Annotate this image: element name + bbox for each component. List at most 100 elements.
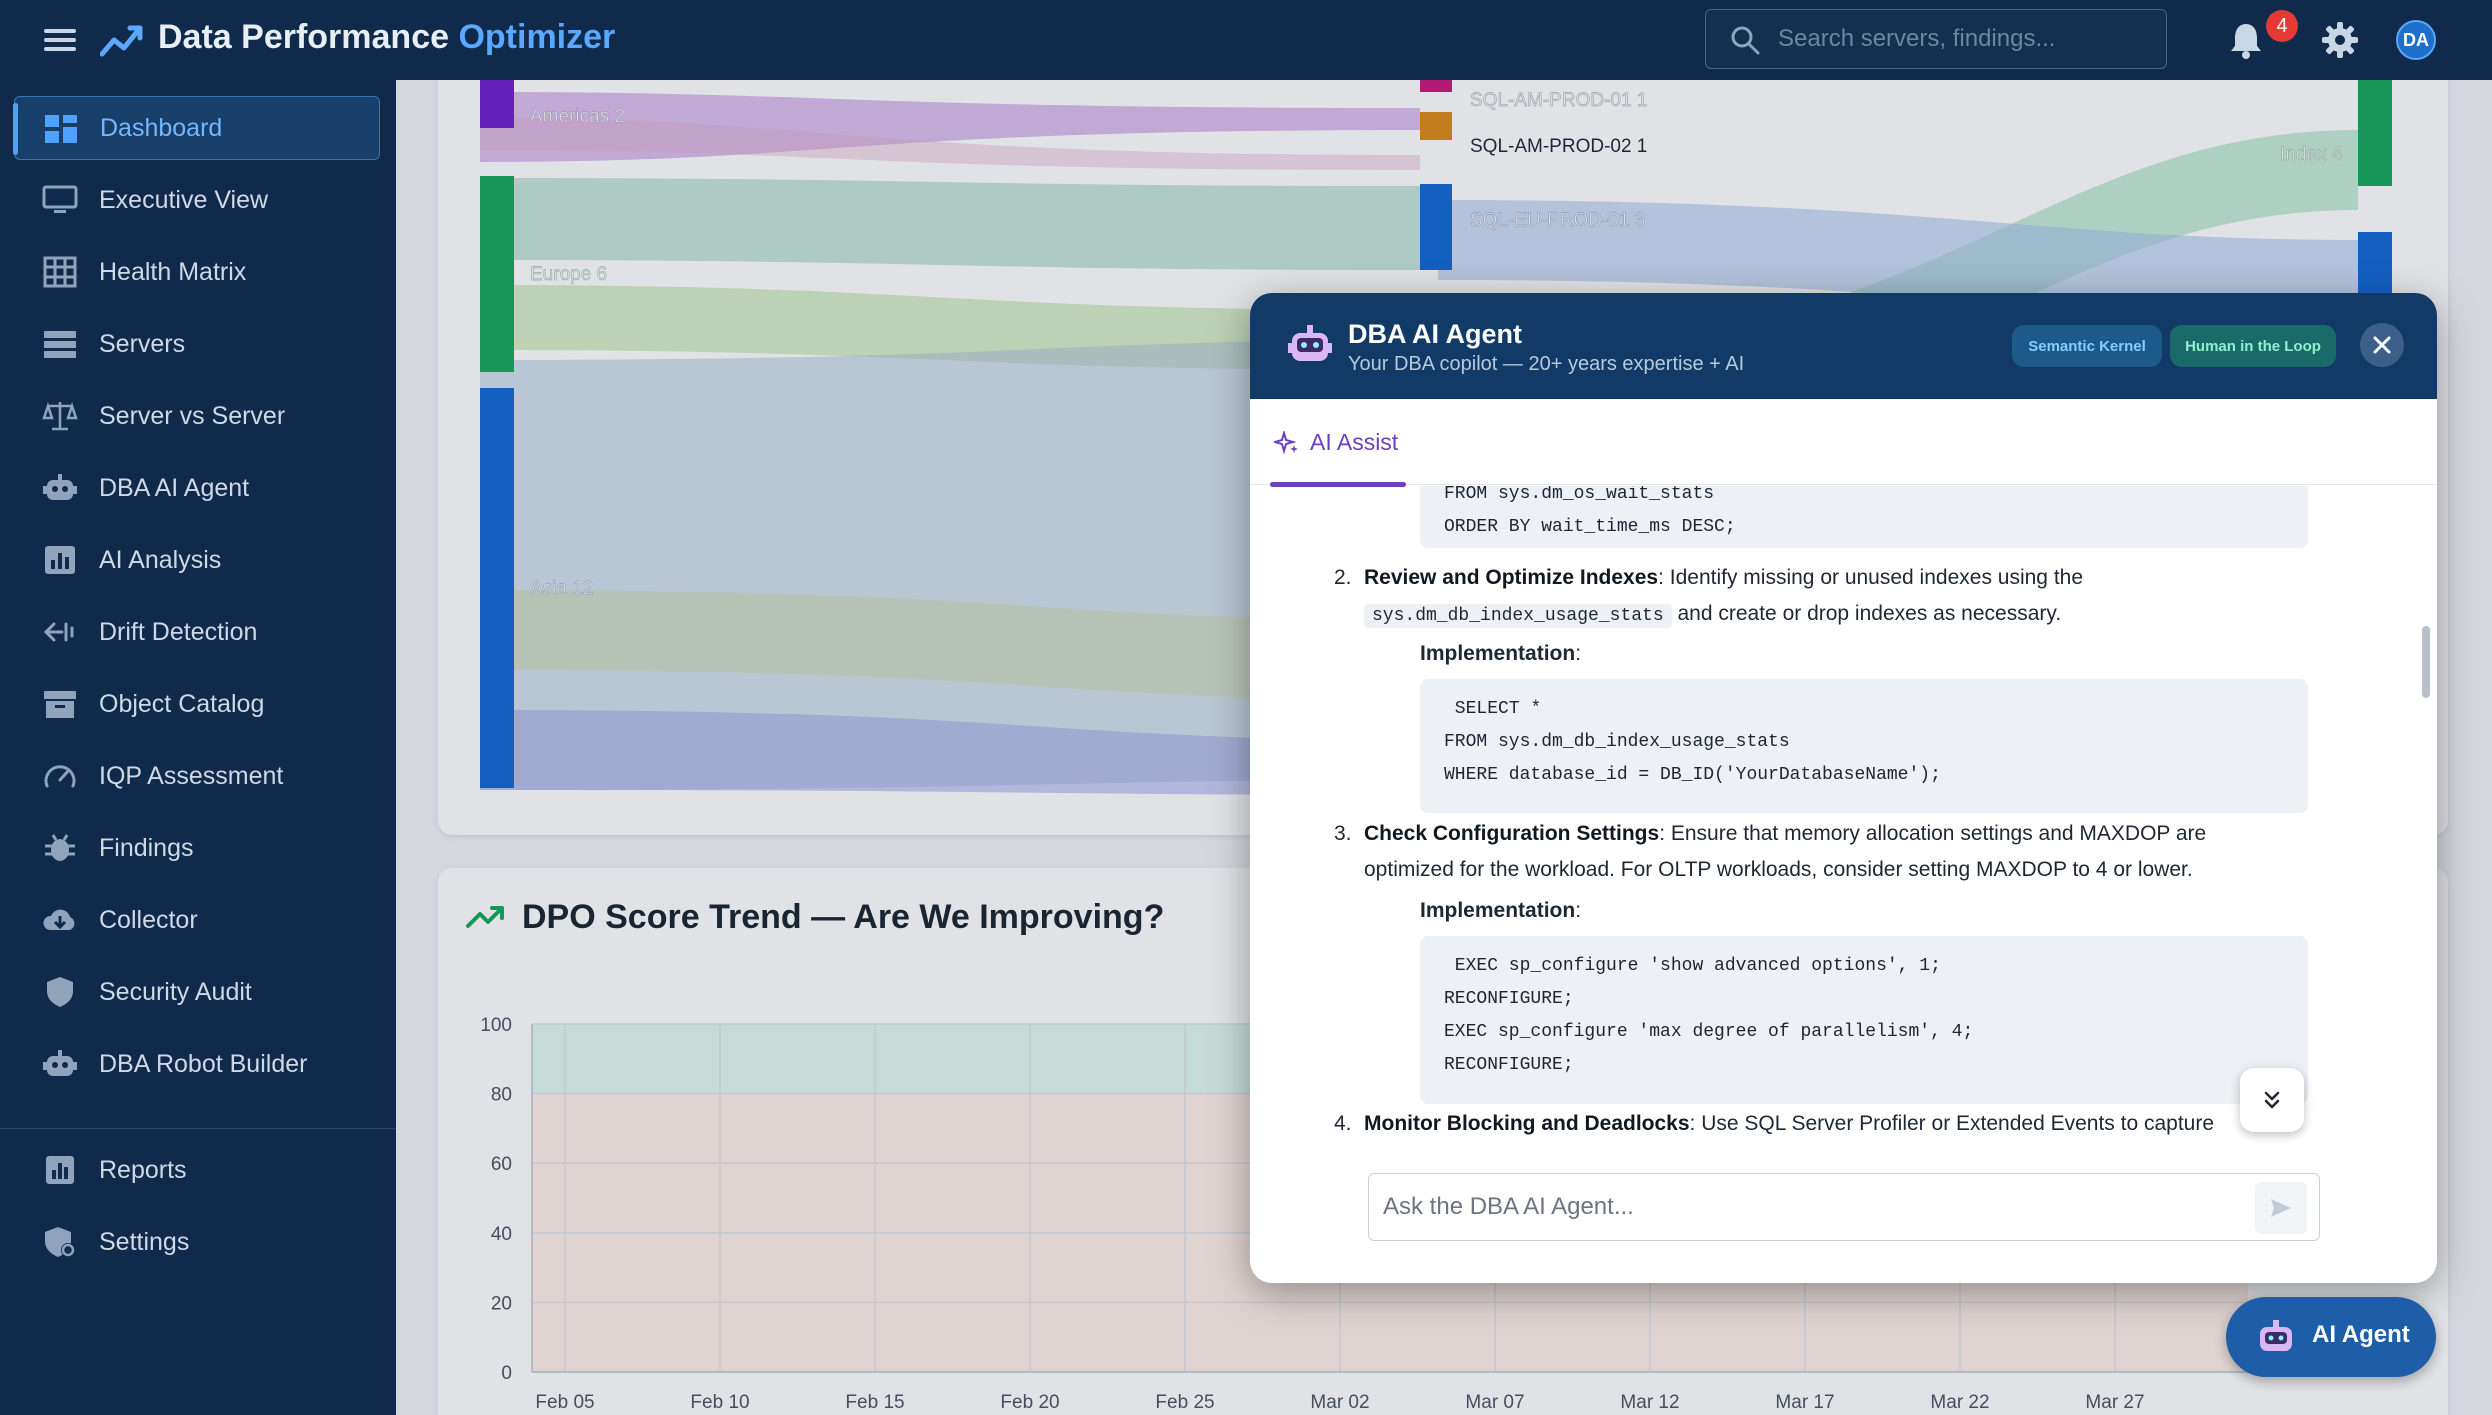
global-search[interactable] [1705, 9, 2167, 69]
agent-response: FROM sys.dm_os_wait_stats ORDER BY wait_… [1250, 486, 2437, 1146]
x-tick-label: Mar 07 [1465, 1392, 1524, 1413]
legend-label: SQL-AM-PROD-01 [550, 1412, 737, 1415]
agent-input-box[interactable] [1368, 1173, 2320, 1241]
step-text: and create or drop indexes as necessary. [1671, 602, 2062, 625]
send-button[interactable] [2255, 1182, 2307, 1234]
notifications-bell-icon[interactable] [2228, 20, 2264, 60]
human-in-the-loop-badge: Human in the Loop [2170, 325, 2336, 367]
sidebar-item-reports[interactable]: Reports [14, 1138, 380, 1202]
robot-icon [43, 474, 77, 500]
sidebar-item-collector[interactable]: Collector [14, 888, 380, 952]
sankey-label-europe: Europe 6 [530, 264, 607, 285]
sidebar-item-label: IQP Assessment [99, 761, 284, 790]
code-line: WHERE database_id = DB_ID('YourDatabaseN… [1444, 765, 1941, 785]
sankey-label-americas: Americas 2 [530, 106, 625, 127]
hamburger-menu-icon[interactable] [40, 24, 80, 56]
step-title: Monitor Blocking and Deadlocks [1364, 1112, 1690, 1135]
scroll-to-bottom-button[interactable] [2240, 1068, 2304, 1132]
sidebar-item-label: Object Catalog [99, 689, 265, 718]
step-number: 3. [1334, 822, 1352, 845]
sidebar-item-servers[interactable]: Servers [14, 312, 380, 376]
bar-chart-icon [45, 546, 75, 574]
tab-ai-assist[interactable]: AI Assist [1270, 399, 1406, 487]
x-tick-label: Feb 25 [1155, 1392, 1214, 1413]
y-tick-label: 40 [491, 1224, 512, 1245]
sidebar-item-ai-analysis[interactable]: AI Analysis [14, 528, 380, 592]
legend-item: SQL-AM-PROD-01 [550, 1412, 737, 1415]
legend-label: SQL-EU-PROD-01 [1048, 1412, 1233, 1415]
code-line: EXEC sp_configure 'max degree of paralle… [1444, 1022, 1974, 1042]
sidebar-item-iqp-assessment[interactable]: IQP Assessment [14, 744, 380, 808]
ai-agent-fab-button[interactable]: AI Agent [2226, 1297, 2436, 1377]
sidebar-item-object-catalog[interactable]: Object Catalog [14, 672, 380, 736]
agent-subtitle: Your DBA copilot — 20+ years expertise +… [1348, 353, 1745, 375]
x-tick-label: Feb 05 [535, 1392, 594, 1413]
settings-gear-icon[interactable] [2320, 20, 2360, 60]
scale-icon [42, 402, 78, 431]
sidebar-item-executive-view[interactable]: Executive View [14, 168, 380, 232]
legend-label: SQL-AM-PROD-02 [802, 1412, 989, 1415]
step-2: 2. Review and Optimize Indexes: Identify … [1334, 560, 2284, 596]
agent-title: DBA AI Agent [1348, 319, 1522, 349]
close-icon [2373, 336, 2391, 354]
user-avatar[interactable]: DA [2396, 20, 2436, 60]
x-tick-label: Feb 20 [1000, 1392, 1059, 1413]
legend-item: SQL-AS-PROD-01 [1738, 1412, 1921, 1415]
code-line: SELECT * [1444, 699, 1542, 719]
sankey-label-sql-eu-prod-01: SQL-EU-PROD-01 3 [1470, 210, 1645, 231]
sidebar-item-settings[interactable]: Settings [14, 1210, 380, 1274]
sankey-label-index: Index 4 [2280, 144, 2343, 165]
step-3: 3. Check Configuration Settings: Ensure t… [1334, 816, 2284, 852]
x-tick-label: Mar 12 [1620, 1392, 1679, 1413]
sidebar-item-dashboard[interactable]: Dashboard [13, 96, 380, 160]
report-icon [46, 1156, 74, 1184]
x-tick-label: Mar 27 [2085, 1392, 2144, 1413]
sidebar-item-label: Server vs Server [99, 401, 286, 430]
vertical-scrollbar[interactable] [2420, 486, 2432, 1146]
sidebar-item-label: AI Analysis [99, 545, 222, 574]
scrollbar-thumb[interactable] [2422, 626, 2430, 698]
monitor-icon [42, 185, 78, 213]
sidebar-item-security-audit[interactable]: Security Audit [14, 960, 380, 1024]
legend-item: SQL-EU-PROD-01 [1048, 1412, 1233, 1415]
legend-item: SQL-AS-PROD-02 [1978, 1412, 2161, 1415]
code-line: RECONFIGURE; [1444, 989, 1574, 1009]
tab-label: AI Assist [1310, 429, 1399, 455]
app-title: Data Performance Optimizer [158, 18, 616, 56]
sidebar-item-label: Settings [99, 1227, 190, 1256]
x-tick-label: Feb 10 [690, 1392, 749, 1413]
code-block-index-usage: SELECT * FROM sys.dm_db_index_usage_stat… [1420, 679, 2308, 813]
sidebar: Dashboard Executive View Health Matrix S… [0, 80, 396, 1415]
search-input[interactable] [1778, 10, 2158, 68]
code-block-wait-stats: FROM sys.dm_os_wait_stats ORDER BY wait_… [1420, 486, 2308, 548]
sidebar-item-health-matrix[interactable]: Health Matrix [14, 240, 380, 304]
sidebar-item-server-vs-server[interactable]: Server vs Server [14, 384, 380, 448]
trend-title: DPO Score Trend — Are We Improving? [522, 898, 1165, 936]
drift-icon [43, 622, 74, 642]
agent-message-input[interactable] [1383, 1174, 2243, 1240]
sankey-node-asia [480, 388, 514, 788]
sankey-node-sql-eu-prod-01 [1420, 184, 1452, 270]
cloud-download-icon [43, 909, 75, 930]
legend-label: SQL-EU-PROD-02 [1288, 1412, 1473, 1415]
step-4: 4. Monitor Blocking and Deadlocks: Use SQ… [1334, 1106, 2284, 1142]
send-icon [2271, 1199, 2291, 1217]
step-3-line-2: optimized for the workload. For OLTP wor… [1364, 852, 2284, 888]
step-title: Check Configuration Settings [1364, 822, 1660, 845]
search-icon [1731, 26, 1760, 55]
sankey-flow [1438, 200, 2358, 320]
robot-icon [2260, 1320, 2292, 1351]
step-2-line-2: sys.dm_db_index_usage_stats and create o… [1364, 596, 2284, 634]
sidebar-item-dba-robot-builder[interactable]: DBA Robot Builder [14, 1032, 380, 1096]
robot-icon [43, 1050, 77, 1076]
sidebar-item-dba-ai-agent[interactable]: DBA AI Agent [14, 456, 380, 520]
gauge-icon [44, 765, 76, 788]
sidebar-item-label: DBA AI Agent [99, 473, 250, 502]
close-button[interactable] [2360, 323, 2404, 367]
code-block-sp-configure: EXEC sp_configure 'show advanced options… [1420, 936, 2308, 1104]
sidebar-item-label: DBA Robot Builder [99, 1049, 308, 1078]
sidebar-item-findings[interactable]: Findings [14, 816, 380, 880]
sidebar-item-drift-detection[interactable]: Drift Detection [14, 600, 380, 664]
legend-item: SQL-EU-PROD-02 [1288, 1412, 1473, 1415]
sidebar-item-label: Servers [99, 329, 186, 358]
